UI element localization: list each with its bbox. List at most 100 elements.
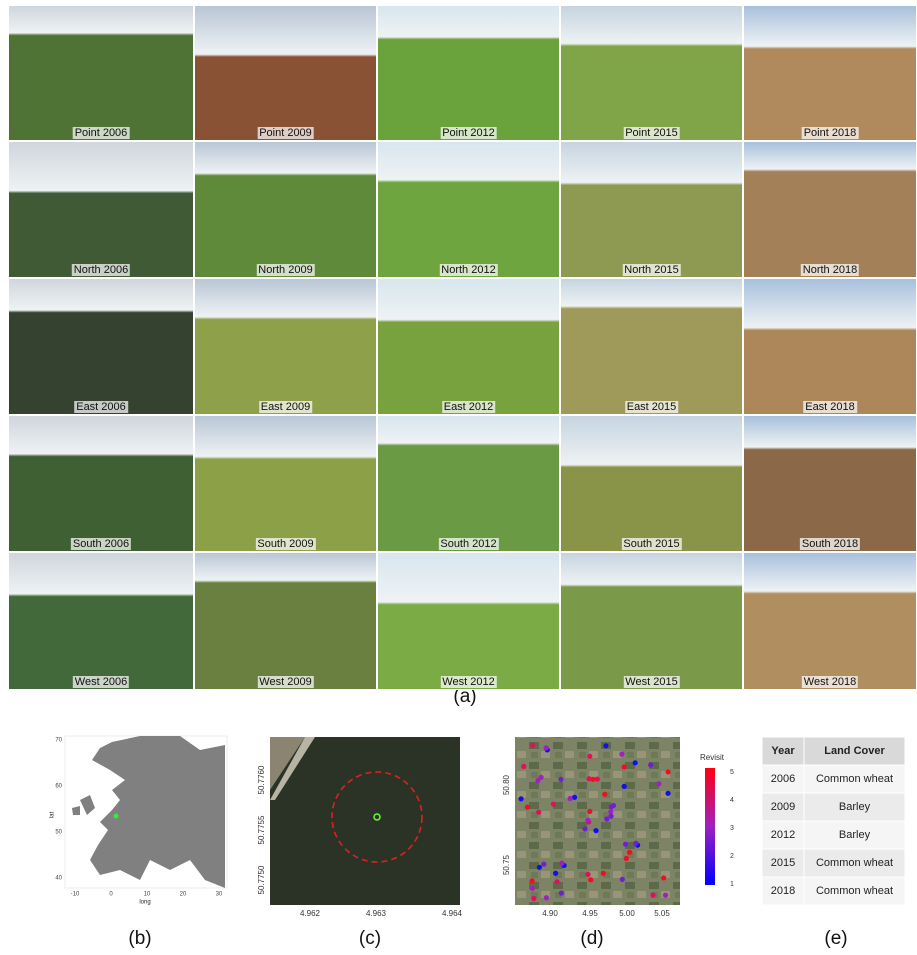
revisit-point (541, 861, 547, 867)
photo: Point 2018 (743, 5, 917, 141)
photo-caption: West 2015 (623, 676, 680, 688)
table-cell (803, 792, 906, 822)
photo: East 2012 (377, 278, 560, 415)
x-tick-label: 4.95 (582, 909, 598, 918)
revisit-point (633, 840, 639, 846)
revisit-point (530, 742, 536, 748)
y-tick-label: 50.7750 (257, 865, 266, 894)
revisit-point (610, 802, 617, 809)
photo: North 2018 (743, 141, 917, 278)
x-tick-label: 10 (144, 892, 151, 898)
table-text: 2009 (771, 801, 795, 813)
photo-caption: East 2018 (803, 401, 857, 413)
revisit-point (593, 828, 599, 834)
photo: North 2015 (560, 141, 743, 278)
colorbar-tick-label: 1 (730, 881, 734, 888)
revisit-point (536, 864, 542, 870)
revisit-point (622, 841, 629, 847)
photo-caption: West 2018 (801, 676, 859, 688)
revisit-point (619, 751, 625, 757)
photo-caption: North 2006 (71, 264, 131, 276)
revisit-point (554, 879, 560, 885)
revisit-point (586, 819, 592, 825)
revisit-point (604, 816, 610, 822)
y-tick-label: 50.7755 (257, 815, 266, 844)
buffer-circle (331, 771, 423, 863)
photo-caption: South 2015 (621, 538, 682, 550)
x-tick-label: 0 (109, 892, 113, 898)
photo-caption: South 2006 (70, 538, 132, 550)
europe-landmass (90, 736, 225, 888)
table-text: 2018 (771, 885, 795, 897)
revisit-point (603, 743, 609, 749)
photo: West 2009 (194, 552, 377, 690)
table-cell (803, 876, 906, 906)
revisit-point (635, 842, 641, 848)
revisit-point (590, 776, 596, 782)
colorbar-tick-label: 5 (730, 769, 734, 776)
revisit-point (553, 870, 559, 876)
revisit-point (571, 794, 578, 800)
revisit-point (619, 876, 625, 882)
british-isles (72, 795, 95, 815)
revisit-point (600, 870, 606, 876)
revisit-point (587, 753, 593, 759)
x-tick-label: 20 (180, 892, 187, 898)
revisit-point (585, 817, 591, 823)
revisit-point (608, 813, 614, 819)
revisit-point (588, 877, 594, 883)
photo: South 2018 (743, 415, 917, 552)
panel-label: (b) (128, 928, 152, 949)
table-cell (803, 764, 906, 794)
colorbar (705, 768, 715, 885)
revisit-point (544, 747, 550, 753)
table-text: Common wheat (816, 885, 893, 897)
table-cell (761, 820, 805, 850)
table-header-cell (761, 736, 805, 766)
table-text: Common wheat (816, 773, 893, 785)
revisit-point (550, 801, 556, 807)
photo-caption: South 2018 (799, 538, 861, 550)
x-tick-label: 4.964 (442, 909, 463, 918)
site-marker (113, 813, 119, 819)
colorbar-tick-label: 3 (730, 825, 734, 832)
photo-caption: East 2015 (624, 401, 679, 413)
revisit-point (586, 776, 592, 782)
photo-caption: Point 2009 (257, 127, 314, 139)
x-tick-label: 30 (216, 892, 223, 898)
revisit-point (521, 763, 527, 770)
photo: South 2009 (194, 415, 377, 552)
photo: East 2009 (194, 278, 377, 415)
x-tick-label: -10 (71, 892, 80, 898)
table-cell (803, 848, 906, 878)
revisit-point (518, 796, 524, 802)
photo-caption: North 2009 (256, 264, 315, 276)
panel-label: (e) (824, 928, 848, 949)
satellite-field (270, 737, 305, 790)
revisit-point (662, 892, 669, 898)
revisit-point (529, 885, 535, 891)
table-cell (761, 876, 805, 906)
y-tick-label: 40 (55, 876, 62, 882)
y-tick-label: 70 (55, 738, 62, 744)
photo-caption: North 2018 (800, 264, 860, 276)
revisit-point (587, 808, 593, 815)
colorbar-title: Revisit (700, 753, 725, 762)
panel-label: (a) (453, 686, 477, 707)
photo: South 2012 (377, 415, 560, 552)
photo-caption: Point 2006 (72, 127, 130, 139)
photo: South 2015 (560, 415, 743, 552)
revisit-point (665, 790, 671, 796)
x-tick-label: 4.962 (300, 909, 321, 918)
y-tick-label: 50.80 (502, 774, 511, 795)
photo-caption: North 2012 (439, 264, 498, 276)
table-cell (761, 848, 805, 878)
x-tick-label: 4.90 (542, 909, 558, 918)
revisit-point (582, 826, 588, 832)
panel-label: (d) (580, 928, 604, 949)
photo: East 2006 (8, 278, 194, 415)
map-frame (64, 735, 228, 889)
site-point (373, 813, 381, 821)
revisit-point (543, 745, 549, 751)
photo: Point 2006 (8, 5, 194, 141)
